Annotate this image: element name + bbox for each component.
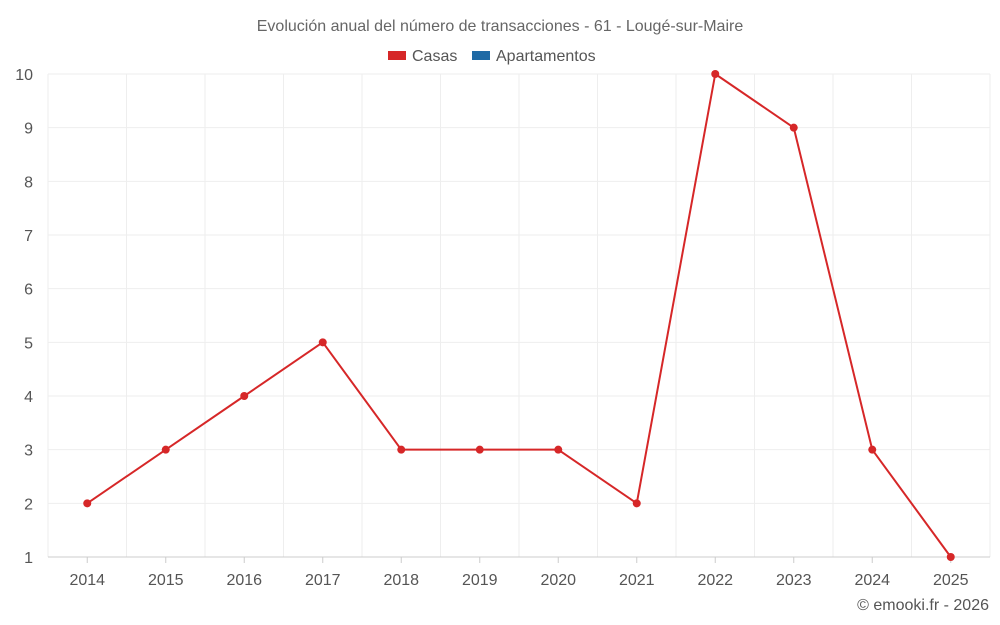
x-tick-label: 2020 bbox=[540, 572, 576, 589]
x-tick-label: 2022 bbox=[697, 572, 733, 589]
y-tick-label: 8 bbox=[24, 174, 33, 191]
y-tick-label: 10 bbox=[15, 67, 33, 84]
y-tick-label: 5 bbox=[24, 335, 33, 352]
legend-label-casas[interactable]: Casas bbox=[412, 48, 457, 65]
credit-text: © emooki.fr - 2026 bbox=[857, 597, 989, 614]
x-tick-label: 2019 bbox=[462, 572, 498, 589]
y-tick-label: 2 bbox=[24, 496, 33, 513]
data-point-casas[interactable] bbox=[475, 445, 484, 454]
y-tick-label: 4 bbox=[24, 389, 33, 406]
data-point-casas[interactable] bbox=[632, 499, 641, 508]
data-point-casas[interactable] bbox=[83, 499, 92, 508]
data-point-casas[interactable] bbox=[554, 445, 563, 454]
grid bbox=[47, 73, 991, 557]
legend-swatch-apartamentos bbox=[472, 51, 490, 60]
x-tick-label: 2018 bbox=[383, 572, 419, 589]
data-point-casas[interactable] bbox=[868, 445, 877, 454]
data-point-casas[interactable] bbox=[789, 123, 798, 132]
data-point-casas[interactable] bbox=[397, 445, 406, 454]
legend-swatch-casas bbox=[388, 51, 406, 60]
y-axis: 1 2 3 4 5 6 7 8 9 10 bbox=[15, 67, 33, 567]
y-tick-label: 6 bbox=[24, 282, 33, 299]
x-tick-label: 2025 bbox=[933, 572, 969, 589]
y-tick-label: 9 bbox=[24, 121, 33, 138]
series-line-casas bbox=[86, 73, 952, 558]
x-tick-label: 2014 bbox=[69, 572, 105, 589]
x-axis: 2014 2015 2016 2017 2018 2019 2020 2021 2022 2023… bbox=[48, 556, 990, 589]
x-tick-label: 2024 bbox=[854, 572, 890, 589]
x-tick-label: 2021 bbox=[619, 572, 655, 589]
data-point-casas[interactable] bbox=[318, 338, 327, 347]
x-tick-label: 2015 bbox=[148, 572, 184, 589]
y-tick-label: 7 bbox=[24, 228, 33, 245]
data-point-casas[interactable] bbox=[161, 445, 170, 454]
data-point-casas[interactable] bbox=[946, 553, 955, 561]
legend-label-apartamentos[interactable]: Apartamentos bbox=[496, 48, 596, 65]
x-tick-label: 2023 bbox=[776, 572, 812, 589]
data-point-casas[interactable] bbox=[711, 70, 720, 78]
plot-area bbox=[83, 70, 955, 561]
chart-title: Evolución anual del número de transaccio… bbox=[257, 18, 744, 35]
y-tick-label: 3 bbox=[24, 443, 33, 460]
x-tick-label: 2016 bbox=[226, 572, 262, 589]
y-tick-label: 1 bbox=[24, 550, 33, 567]
legend: Casas Apartamentos bbox=[388, 48, 596, 65]
x-tick-label: 2017 bbox=[305, 572, 341, 589]
data-point-casas[interactable] bbox=[240, 392, 249, 400]
